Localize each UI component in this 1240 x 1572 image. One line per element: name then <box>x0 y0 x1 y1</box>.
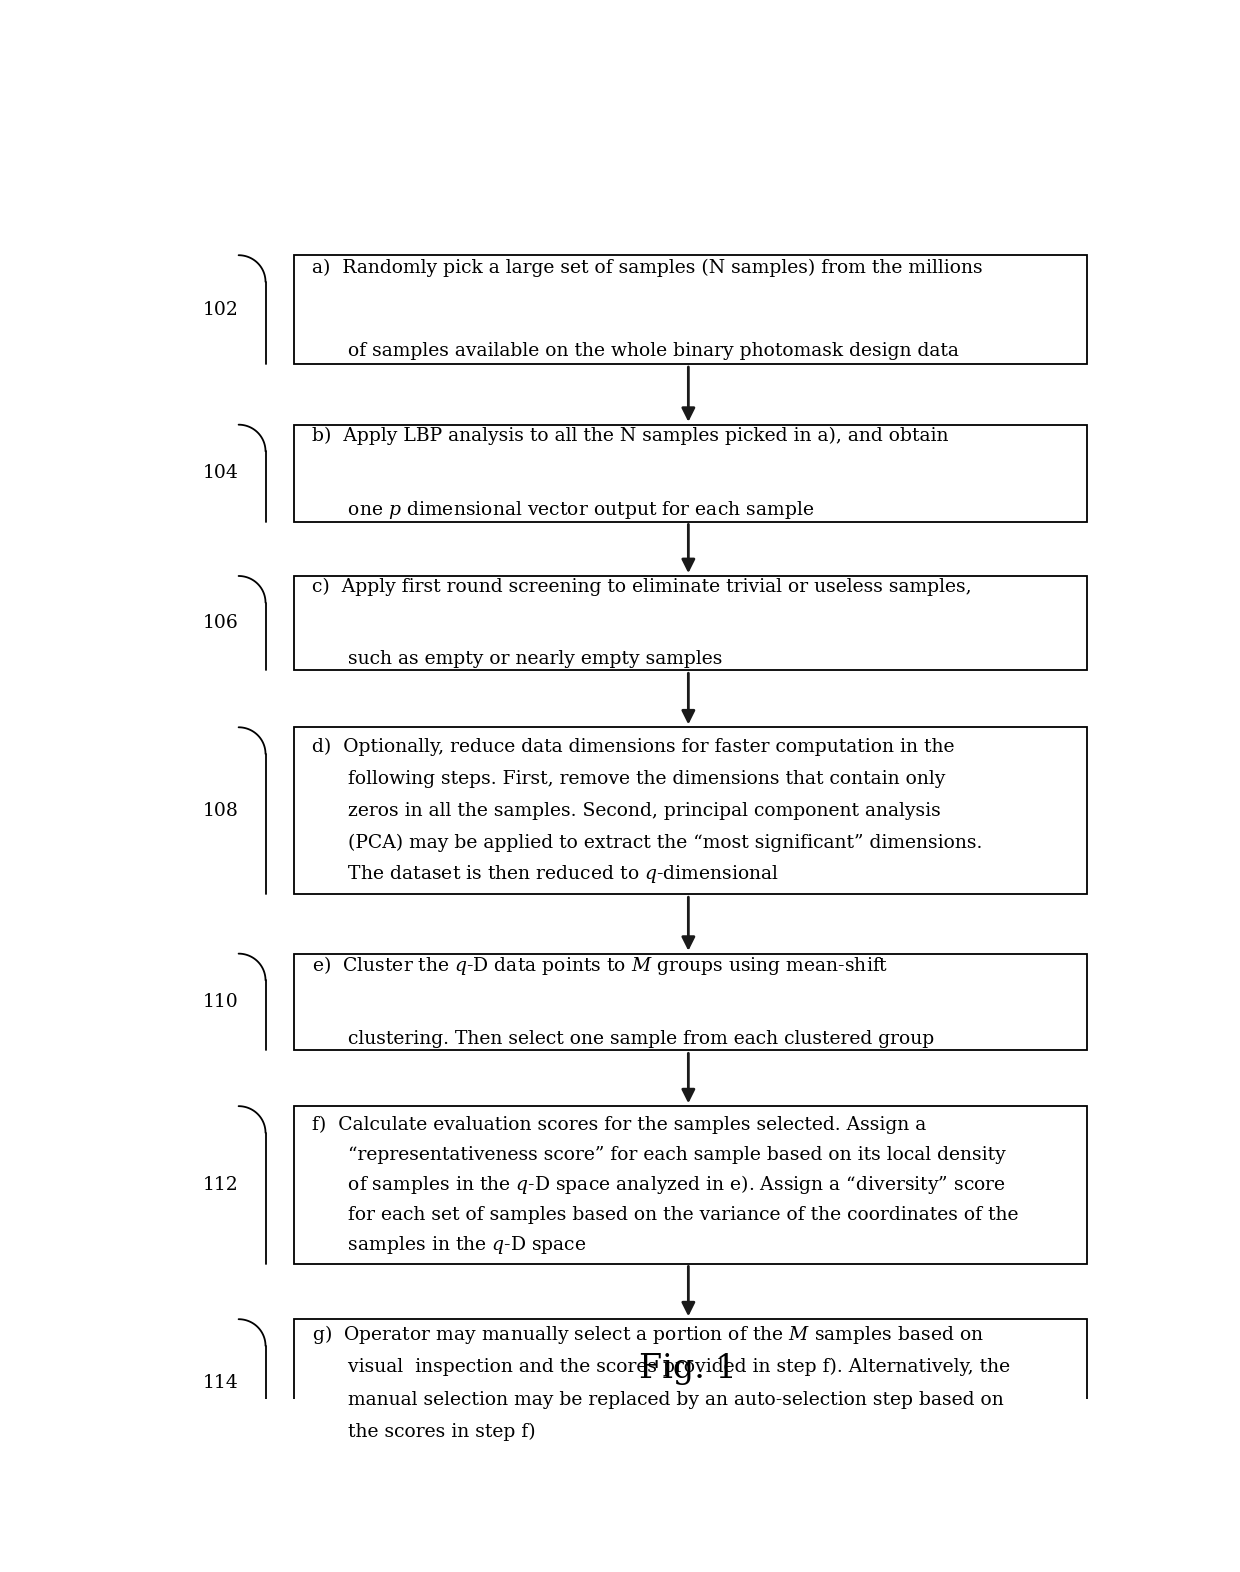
Text: f)  Calculate evaluation scores for the samples selected. Assign a: f) Calculate evaluation scores for the s… <box>311 1116 926 1133</box>
Text: 106: 106 <box>202 615 238 632</box>
FancyBboxPatch shape <box>294 728 1087 894</box>
Text: 114: 114 <box>202 1374 238 1393</box>
Text: c)  Apply first round screening to eliminate trivial or useless samples,: c) Apply first round screening to elimin… <box>311 578 971 596</box>
Text: zeros in all the samples. Second, principal component analysis: zeros in all the samples. Second, princi… <box>311 802 940 821</box>
Text: d)  Optionally, reduce data dimensions for faster computation in the: d) Optionally, reduce data dimensions fo… <box>311 739 954 756</box>
FancyBboxPatch shape <box>294 1107 1087 1264</box>
Text: 112: 112 <box>202 1176 238 1193</box>
FancyBboxPatch shape <box>294 1319 1087 1448</box>
Text: 110: 110 <box>202 994 238 1011</box>
Text: of samples available on the whole binary photomask design data: of samples available on the whole binary… <box>311 343 959 360</box>
Text: Fig. 1: Fig. 1 <box>640 1353 738 1385</box>
Text: b)  Apply LBP analysis to all the N samples picked in a), and obtain: b) Apply LBP analysis to all the N sampl… <box>311 428 949 445</box>
Text: 108: 108 <box>202 802 238 821</box>
Text: 104: 104 <box>202 464 238 483</box>
Text: The dataset is then reduced to $q$-dimensional: The dataset is then reduced to $q$-dimen… <box>311 863 779 885</box>
Text: “representativeness score” for each sample based on its local density: “representativeness score” for each samp… <box>311 1146 1006 1163</box>
Text: such as empty or nearly empty samples: such as empty or nearly empty samples <box>311 651 722 668</box>
Text: g)  Operator may manually select a portion of the $M$ samples based on: g) Operator may manually select a portio… <box>311 1324 983 1346</box>
FancyBboxPatch shape <box>294 424 1087 522</box>
Text: samples in the $q$-D space: samples in the $q$-D space <box>311 1234 587 1256</box>
Text: following steps. First, remove the dimensions that contain only: following steps. First, remove the dimen… <box>311 770 945 788</box>
Text: the scores in step f): the scores in step f) <box>311 1423 536 1442</box>
Text: a)  Randomly pick a large set of samples (N samples) from the millions: a) Randomly pick a large set of samples … <box>311 259 982 277</box>
Text: 102: 102 <box>202 300 238 319</box>
FancyBboxPatch shape <box>294 255 1087 365</box>
Text: one $p$ dimensional vector output for each sample: one $p$ dimensional vector output for ea… <box>311 498 813 520</box>
Text: e)  Cluster the $q$-D data points to $M$ groups using mean-shift: e) Cluster the $q$-D data points to $M$ … <box>311 954 888 976</box>
FancyBboxPatch shape <box>294 575 1087 670</box>
Text: visual  inspection and the scores provided in step f). Alternatively, the: visual inspection and the scores provide… <box>311 1358 1009 1376</box>
Text: clustering. Then select one sample from each clustered group: clustering. Then select one sample from … <box>311 1030 934 1049</box>
Text: manual selection may be replaced by an auto-selection step based on: manual selection may be replaced by an a… <box>311 1391 1003 1409</box>
Text: (PCA) may be applied to extract the “most significant” dimensions.: (PCA) may be applied to extract the “mos… <box>311 833 982 852</box>
Text: of samples in the $q$-D space analyzed in e). Assign a “diversity” score: of samples in the $q$-D space analyzed i… <box>311 1173 1006 1196</box>
Text: for each set of samples based on the variance of the coordinates of the: for each set of samples based on the var… <box>311 1206 1018 1223</box>
FancyBboxPatch shape <box>294 954 1087 1050</box>
